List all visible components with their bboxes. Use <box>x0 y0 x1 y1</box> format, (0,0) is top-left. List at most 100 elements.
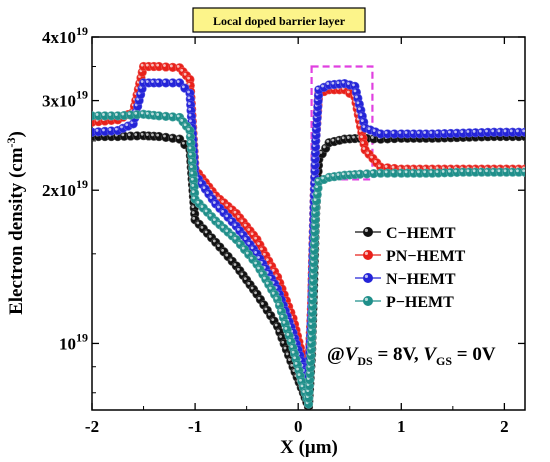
data-point-highlight <box>243 277 247 281</box>
data-point-highlight <box>280 314 284 318</box>
x-tick-label: 0 <box>294 417 303 436</box>
data-point-highlight <box>300 384 304 388</box>
data-point-highlight <box>241 246 245 250</box>
data-point-highlight <box>286 333 290 336</box>
data-point-highlight <box>240 219 244 223</box>
data-point-highlight <box>429 131 433 134</box>
data-point-highlight <box>294 361 298 365</box>
data-point-highlight <box>221 225 224 229</box>
data-point-highlight <box>265 258 269 262</box>
data-point-highlight <box>268 286 272 290</box>
data-point-highlight <box>509 169 513 173</box>
data-point-highlight <box>206 191 209 195</box>
data-point-highlight <box>357 107 361 111</box>
data-point-highlight <box>362 147 366 150</box>
legend-label: N−HEMT <box>386 271 456 288</box>
data-point-highlight <box>296 367 299 371</box>
data-point-highlight <box>370 170 374 174</box>
data-point-highlight <box>429 170 433 174</box>
data-point-highlight <box>169 80 173 83</box>
data-point-highlight <box>156 113 160 116</box>
data-point-highlight <box>377 164 381 168</box>
data-point-highlight <box>429 166 433 170</box>
annotation-v2: V <box>423 344 437 365</box>
annotation-v1-val: = 8V, <box>373 344 424 365</box>
data-point-highlight <box>187 102 191 105</box>
data-point-highlight <box>435 170 439 174</box>
data-point-highlight <box>204 230 208 234</box>
data-point-highlight <box>176 64 180 68</box>
data-point-highlight <box>336 81 340 85</box>
data-point-highlight <box>281 340 285 344</box>
data-point-highlight <box>176 136 180 140</box>
data-point-highlight <box>447 169 451 173</box>
data-point-highlight <box>360 135 363 139</box>
data-point <box>520 167 525 177</box>
legend-marker-highlight <box>364 251 368 255</box>
data-point-highlight <box>121 133 125 137</box>
data-point-highlight <box>191 190 195 193</box>
data-point-highlight <box>209 196 213 199</box>
x-tick-label: 1 <box>397 417 406 436</box>
data-point-highlight <box>250 286 254 290</box>
data-point-highlight <box>217 221 220 225</box>
data-point-highlight <box>271 268 275 272</box>
data-point-highlight <box>331 81 335 85</box>
data-point-highlight <box>187 90 190 94</box>
data-point-highlight <box>156 80 160 83</box>
data-point-highlight <box>497 169 501 173</box>
data-point-highlight <box>188 107 192 111</box>
data-point-highlight <box>435 166 439 170</box>
data-point-highlight <box>288 358 291 361</box>
data-point-highlight <box>95 113 99 116</box>
data-point-highlight <box>366 151 370 155</box>
data-point-highlight <box>454 169 457 173</box>
data-point-highlight <box>485 129 488 133</box>
data-point-highlight <box>410 170 414 174</box>
legend-marker-highlight <box>364 297 368 301</box>
data-point-highlight <box>151 133 154 137</box>
data-point-highlight <box>276 302 280 306</box>
data-point-highlight <box>156 133 160 137</box>
x-tick-label: -1 <box>188 417 202 436</box>
annotation-v1: V <box>345 344 359 365</box>
data-point-highlight <box>95 129 99 132</box>
data-point-highlight <box>291 350 295 354</box>
data-point-highlight <box>321 84 324 88</box>
data-point-highlight <box>331 138 335 142</box>
data-point-highlight <box>516 169 519 173</box>
data-point-highlight <box>247 281 251 285</box>
data-point-highlight <box>156 63 160 67</box>
data-point-highlight <box>200 225 204 229</box>
data-point-highlight <box>189 158 193 162</box>
data-point-highlight <box>221 200 224 203</box>
banner-box <box>192 7 366 33</box>
annotation-v2-val: = 0V <box>452 344 496 365</box>
data-point-highlight <box>183 123 187 127</box>
data-point-highlight <box>384 131 388 134</box>
data-point-highlight <box>441 169 445 173</box>
legend-marker <box>363 273 373 283</box>
data-point-highlight <box>225 229 229 233</box>
data-point-highlight <box>151 63 154 67</box>
data-point-highlight <box>257 296 261 300</box>
data-point-highlight <box>257 266 260 270</box>
data-point-highlight <box>163 113 166 117</box>
data-point-highlight <box>188 119 192 123</box>
data-point-highlight <box>290 345 294 348</box>
data-point-highlight <box>472 169 476 173</box>
data-point-highlight <box>516 129 519 133</box>
data-point-highlight <box>370 155 373 159</box>
data-point-highlight <box>313 198 317 201</box>
data-point-highlight <box>191 211 195 214</box>
data-point-highlight <box>398 131 402 134</box>
data-point-highlight <box>221 209 224 213</box>
data-point-highlight <box>357 171 361 175</box>
data-point-highlight <box>319 150 323 154</box>
data-point-highlight <box>417 131 420 134</box>
data-point-highlight <box>341 136 345 140</box>
data-point-highlight <box>472 129 476 133</box>
data-point-highlight <box>326 139 330 143</box>
data-point-highlight <box>163 80 166 83</box>
